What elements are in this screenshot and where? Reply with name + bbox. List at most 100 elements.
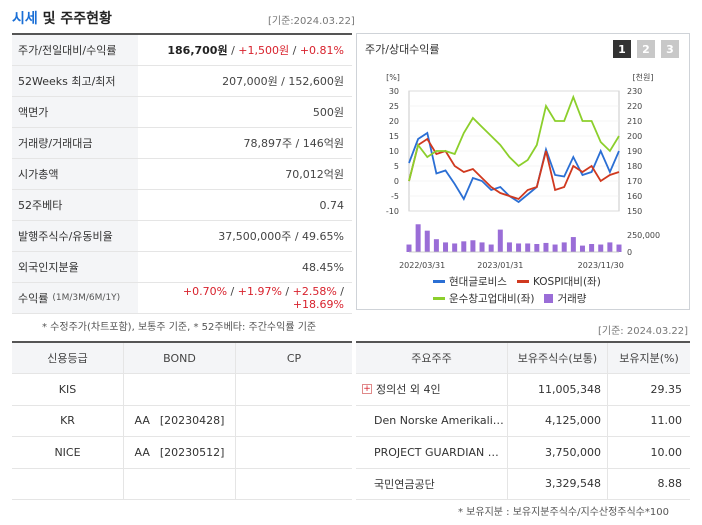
stats-footnote: * 수정주가(차트포함), 보통주 기준, * 52주베타: 주간수익률 기준	[42, 322, 317, 333]
holder-row: + 정의선 외 4인 11,005,348 29.35	[356, 374, 690, 406]
left-tick-label: 0	[394, 177, 399, 186]
chart-title: 주가/상대수익률	[365, 43, 440, 56]
holder-name: 국민연금공단	[374, 477, 435, 491]
x-tick-label: 2022/03/31	[399, 261, 445, 270]
credit-cp	[236, 469, 352, 500]
stats-row: 주가/전일대비/수익률 186,700원 / +1,500원 / +0.81%	[12, 35, 352, 66]
stats-value: 207,000원 / 152,600원	[138, 73, 352, 89]
right-tick-label: 160	[627, 192, 642, 201]
legend-label: 운수창고업대비(좌)	[449, 293, 535, 305]
holder-name: Den Norske Amerikalin…	[374, 414, 507, 428]
credit-row: NICE AA [20230512]	[12, 437, 352, 469]
stats-label: 52Weeks 최고/최저	[12, 66, 138, 96]
stats-label-period: (1M/3M/6M/1Y)	[52, 293, 121, 303]
stats-value-part: 186,700원	[167, 44, 228, 57]
credit-row: KIS	[12, 374, 352, 406]
stats-label: 수익률 (1M/3M/6M/1Y)	[12, 283, 138, 313]
holders-footnote: * 보유지분 : 보유지분주식수/지수산정주식수*100	[458, 507, 669, 518]
volume-bar	[607, 242, 613, 252]
stats-label-text: 52주베타	[18, 199, 63, 212]
chart-page-button-2[interactable]: 2	[637, 40, 655, 58]
right-tick-label: 230	[627, 87, 642, 96]
holder-name: PROJECT GUARDIAN …	[374, 445, 499, 459]
legend-swatch	[433, 297, 445, 300]
holder-name-cell: + 정의선 외 4인	[356, 374, 508, 405]
stats-value-part: /	[227, 285, 238, 298]
volume-bar	[561, 242, 567, 252]
stats-label: 시가총액	[12, 159, 138, 189]
holder-name[interactable]: 정의선 외 4인	[376, 383, 441, 397]
stats-label: 발행주식수/유동비율	[12, 221, 138, 251]
stats-value-part: 78,897주 / 146억원	[243, 137, 344, 150]
stats-value: 0.74	[138, 199, 352, 212]
stats-label-text: 액면가	[18, 106, 49, 119]
legend-label: 현대글로비스	[449, 276, 507, 288]
stats-value-part: +0.70%	[182, 285, 228, 298]
holder-shares: 11,005,348	[508, 374, 608, 405]
holders-header-shares: 보유주식수(보통)	[508, 343, 608, 373]
credit-row	[12, 468, 352, 500]
volume-bar	[598, 244, 604, 252]
base-date: [기준:2024.03.22]	[268, 16, 355, 27]
credit-cp	[236, 374, 352, 405]
credit-bond-date: [20230512]	[159, 445, 225, 459]
volume-bar	[506, 242, 512, 252]
stats-value-part: 500원	[312, 106, 344, 119]
volume-bar	[552, 244, 558, 252]
legend-label: 거래량	[557, 293, 587, 305]
stats-row: 52Weeks 최고/최저 207,000원 / 152,600원	[12, 66, 352, 97]
chart-page-button-3[interactable]: 3	[661, 40, 679, 58]
volume-bar	[525, 243, 531, 252]
holder-shares: 3,750,000	[508, 437, 608, 468]
credit-agency: KR	[12, 405, 124, 436]
left-tick-label: 20	[389, 117, 399, 126]
legend-item: 현대글로비스	[433, 274, 507, 289]
holder-name-cell: PROJECT GUARDIAN …	[356, 437, 508, 468]
volume-bar	[479, 242, 485, 252]
credit-header-cp: CP	[286, 351, 302, 365]
credit-bond: AA [20230428]	[124, 405, 236, 436]
series-line	[408, 131, 620, 204]
credit-bond-grade: AA	[134, 414, 150, 428]
volume-bar	[579, 245, 585, 252]
stats-label-text: 주가/전일대비/수익률	[18, 44, 117, 57]
stats-label: 액면가	[12, 97, 138, 127]
expand-plus-icon[interactable]: +	[362, 383, 372, 395]
right-tick-label: 210	[627, 117, 642, 126]
volume-tick-label: 250,000	[627, 231, 660, 240]
chart-page-button-1[interactable]: 1	[613, 40, 631, 58]
stats-value-part: /	[289, 44, 300, 57]
holder-pct: 10.00	[650, 445, 683, 459]
credit-cp	[236, 406, 352, 437]
holder-pct: 8.88	[657, 477, 683, 491]
stats-value: 48.45%	[138, 261, 352, 274]
stats-value-part: 70,012억원	[285, 168, 344, 181]
stats-value: +0.70% / +1.97% / +2.58% / +18.69%	[138, 285, 352, 311]
stats-label-text: 외국인지분율	[18, 261, 79, 274]
left-axis-unit: [%]	[386, 73, 400, 82]
volume-bar	[415, 224, 421, 252]
stock-stats-table: 주가/전일대비/수익률 186,700원 / +1,500원 / +0.81% 52…	[12, 33, 352, 314]
right-axis-unit: [천원]	[633, 72, 654, 82]
holder-name-cell: Den Norske Amerikalin…	[356, 405, 508, 436]
stats-value-part: /	[227, 44, 239, 57]
stats-label-text: 시가총액	[18, 168, 59, 181]
left-tick-label: 25	[389, 102, 399, 111]
stats-row: 외국인지분율 48.45%	[12, 252, 352, 283]
left-tick-label: 10	[389, 147, 399, 156]
stats-label-text: 수익률	[18, 292, 49, 305]
holders-header-row: 주요주주 보유주식수(보통) 보유지분(%)	[356, 343, 690, 374]
legend-swatch	[516, 280, 529, 283]
legend-swatch	[544, 294, 554, 303]
volume-bar	[543, 242, 549, 252]
right-tick-label: 150	[627, 207, 642, 216]
credit-cp	[236, 437, 352, 468]
section-title-accent: 시세	[12, 11, 38, 27]
holder-row: 국민연금공단 3,329,548 8.88	[356, 468, 690, 500]
credit-row: KR AA [20230428]	[12, 405, 352, 437]
stats-value-part: 48.45%	[302, 260, 344, 274]
legend-item: 거래량	[544, 291, 586, 306]
stats-row: 액면가 500원	[12, 97, 352, 128]
stats-value-part: 37,500,000주 / 49.65%	[218, 230, 344, 243]
volume-bar	[452, 243, 458, 252]
